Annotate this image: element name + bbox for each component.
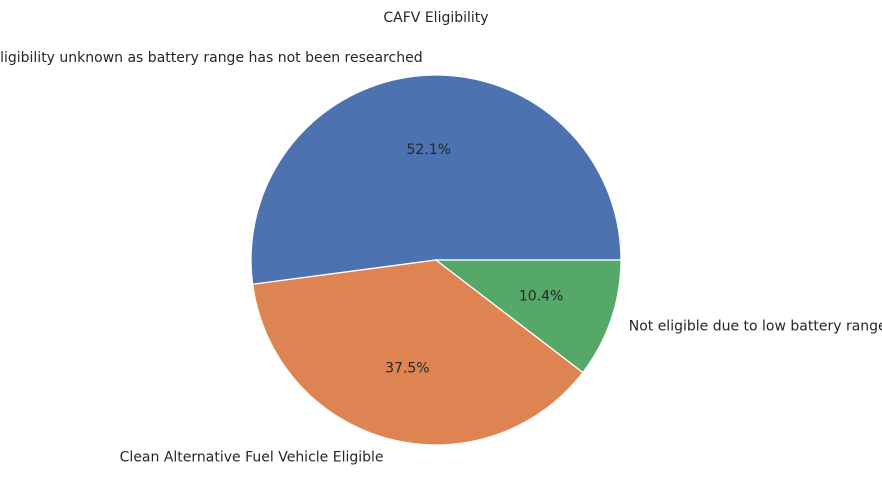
- slice-percent-label: 37.5%: [385, 360, 429, 376]
- pie-slice-2: [251, 259, 584, 446]
- chart-title: CAFV Eligibility: [383, 10, 488, 26]
- pie-slices: [250, 74, 622, 446]
- slice-category-label: Eligibility unknown as battery range has…: [0, 50, 423, 66]
- slice-category-label: Not eligible due to low battery range: [629, 318, 882, 334]
- pie-slice-3: [434, 259, 622, 374]
- slice-category-label: Clean Alternative Fuel Vehicle Eligible: [120, 450, 384, 466]
- slice-percent-label: 10.4%: [519, 289, 563, 305]
- pie-slice-1: [250, 74, 622, 286]
- slice-percent-label: 52.1%: [406, 142, 450, 158]
- pie-labels: 52.1% Eligibility unknown as battery rang…: [0, 50, 882, 466]
